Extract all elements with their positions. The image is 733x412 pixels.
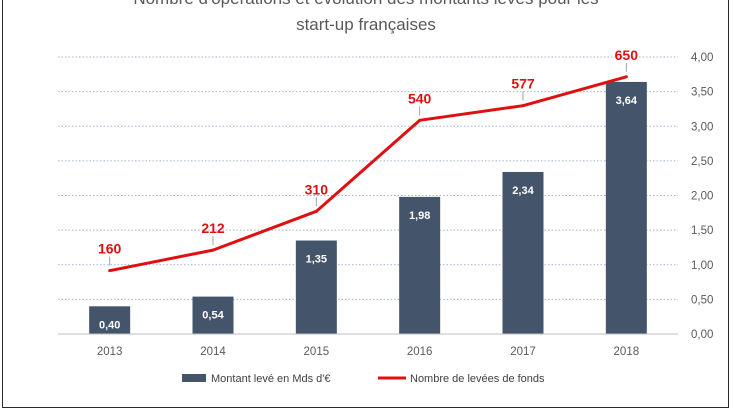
legend-label-line: Nombre de levées de fonds xyxy=(410,373,545,385)
chart-title-line-1: Nombre d'opérations et évolution des mon… xyxy=(133,0,598,8)
line-data-label: 160 xyxy=(98,241,122,257)
bars: 0,40 0,54 1,35 1,98 2,34 3,64 xyxy=(89,81,647,335)
line-point-2017 xyxy=(521,104,525,108)
bar-data-label: 2,34 xyxy=(512,185,534,197)
legend-swatch-bars xyxy=(182,374,206,382)
legend-label-bars: Montant levé en Mds d'€ xyxy=(211,373,331,385)
line-data-label: 650 xyxy=(615,47,639,63)
bar-data-label: 0,54 xyxy=(202,310,224,322)
y-tick-label: 3,00 xyxy=(691,121,713,133)
bar-2015 xyxy=(295,240,337,334)
line-point-2013 xyxy=(108,269,112,273)
x-tick-label: 2017 xyxy=(510,346,536,358)
bar-data-label: 1,98 xyxy=(409,210,430,222)
bar-data-label: 3,64 xyxy=(616,95,638,107)
bar-2017 xyxy=(502,171,544,334)
x-tick-label: 2018 xyxy=(614,346,640,358)
line-point-2018 xyxy=(624,75,628,79)
chart-title-line-2: start-up françaises xyxy=(296,15,436,34)
bar-data-label: 0,40 xyxy=(99,319,120,331)
line-point-2014 xyxy=(211,248,215,252)
bar-2013 xyxy=(89,306,131,334)
line-path xyxy=(109,75,627,273)
line-data-label: 577 xyxy=(511,76,535,92)
bar-2016 xyxy=(399,196,441,334)
bar-2014 xyxy=(192,296,234,334)
y-tick-label: 2,00 xyxy=(691,191,713,203)
bar-data-label: 1,35 xyxy=(306,254,327,266)
chart: Nombre d'opérations et évolution des mon… xyxy=(58,0,713,385)
y-tick-label: 1,00 xyxy=(691,260,713,272)
y-tick-label: 4,00 xyxy=(691,52,713,64)
y-tick-label: 0,00 xyxy=(691,329,713,341)
x-tick-label: 2015 xyxy=(304,346,330,358)
line-data-label: 212 xyxy=(201,220,225,236)
y-tick-label: 0,50 xyxy=(691,294,713,306)
line-point-2016 xyxy=(418,118,422,122)
y-tick-label: 3,50 xyxy=(691,87,713,99)
line-data-label: 310 xyxy=(305,181,329,197)
y-tick-label: 2,50 xyxy=(691,156,713,168)
line-data-label: 540 xyxy=(408,90,432,106)
x-tick-label: 2016 xyxy=(407,346,433,358)
bar-2018 xyxy=(605,81,647,335)
y-axis-right: 0,00 0,50 1,00 1,50 2,00 2,50 3,00 3,50 4,00 xyxy=(691,52,713,341)
line-point-2015 xyxy=(314,209,318,213)
x-tick-label: 2013 xyxy=(97,346,123,358)
y-tick-label: 1,50 xyxy=(691,225,713,237)
line-series: 160 212 310 540 577 650 xyxy=(98,47,639,273)
legend: Montant levé en Mds d'€ Nombre de levées… xyxy=(182,373,545,385)
x-axis: 2013 2014 2015 2016 2017 2018 xyxy=(58,333,678,358)
x-tick-label: 2014 xyxy=(200,346,226,358)
